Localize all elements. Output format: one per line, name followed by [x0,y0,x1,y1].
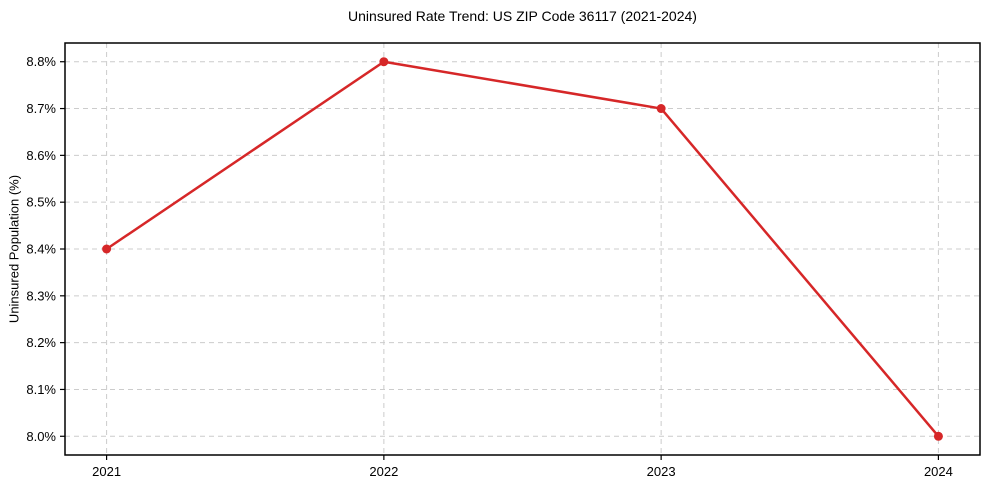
x-tick-label: 2023 [647,464,676,479]
y-tick-label: 8.0% [26,429,56,444]
y-tick-label: 8.5% [26,195,56,210]
data-point [933,431,943,441]
chart-title: Uninsured Rate Trend: US ZIP Code 36117 … [348,8,697,24]
x-tick-label: 2021 [92,464,121,479]
data-point [379,57,389,67]
y-tick-label: 8.6% [26,148,56,163]
y-tick-label: 8.8% [26,54,56,69]
y-tick-label: 8.7% [26,101,56,116]
x-tick-label: 2024 [924,464,953,479]
y-tick-label: 8.4% [26,242,56,257]
data-point [656,104,666,114]
y-axis-label: Uninsured Population (%) [6,174,22,324]
y-tick-label: 8.1% [26,382,56,397]
y-tick-label: 8.2% [26,335,56,350]
x-tick-label: 2022 [369,464,398,479]
y-tick-label: 8.3% [26,288,56,303]
data-point [102,244,112,254]
trend-line [105,60,940,438]
